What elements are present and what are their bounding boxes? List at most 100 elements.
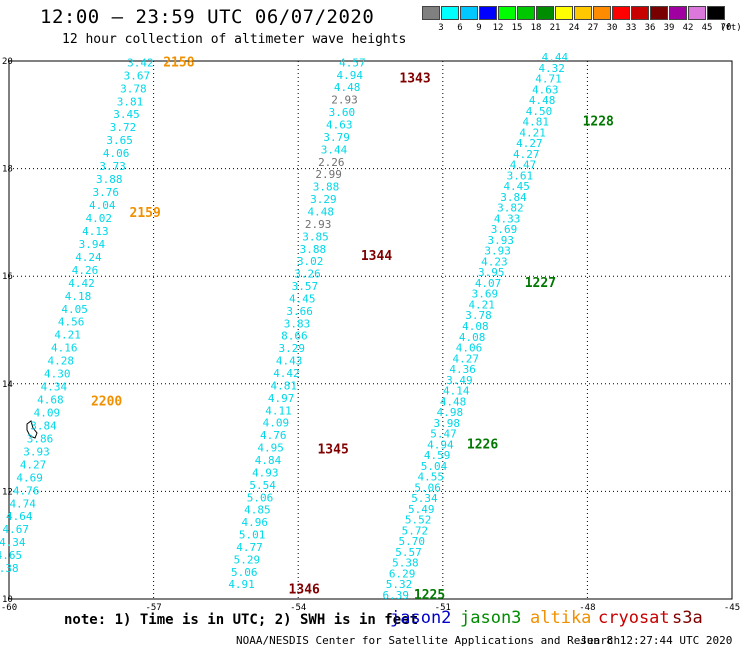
wave-height-value: 3.95 [478,266,505,279]
lat-tick-label: 20 [2,57,13,67]
scale-swatch [593,6,611,20]
wave-height-value: 4.45 [289,292,316,305]
page-subtitle: 12 hour collection of altimeter wave hei… [62,32,407,47]
wave-height-value: 3.81 [117,95,144,108]
wave-height-value: 4.95 [257,442,284,455]
wave-height-value: 4.18 [65,290,92,303]
wave-height-value: 3.94 [79,238,106,251]
scale-label: 18 [530,23,542,33]
wave-height-value: 3.60 [329,106,356,119]
scale-label: 3 [438,23,444,33]
wave-height-value: 4.94 [427,438,454,451]
wave-height-value: 3.88 [300,243,327,256]
wave-height-value: 4.76 [260,429,287,442]
pass-time-label: 2158 [163,55,194,70]
scale-label: 30 [606,23,618,33]
scale-label: 21 [549,23,561,33]
wave-height-value: 4.59 [424,449,451,462]
wave-height-value: 3.67 [124,69,151,82]
scale-swatch [631,6,649,20]
lon-tick-label: -60 [1,603,17,613]
wave-height-value: 4.47 [510,159,537,172]
scale-swatch [479,6,497,20]
scale-swatch [498,6,516,20]
wave-height-value: 3.29 [310,193,337,206]
wave-height-value: 4.48 [334,81,361,94]
legend-jason3: jason3 [460,608,522,628]
legend-s3a: s3a [672,608,703,628]
wave-height-value: 4.81 [523,116,550,129]
wave-height-value: 4.04 [89,199,116,212]
wave-height-value: 4.38 [0,562,19,575]
wave-height-value: 4.85 [244,504,271,517]
wave-height-value: 4.27 [513,148,540,161]
wave-height-value: 4.56 [58,316,85,329]
wave-height-value: 4.27 [453,352,480,365]
wave-height-value: 4.55 [418,471,445,484]
scale-label: 70 [720,23,732,33]
wave-height-value: 4.48 [308,205,335,218]
wave-height-value: 4.44 [542,51,569,64]
wave-height-value: 3.72 [110,121,137,134]
wave-height-value: 3.82 [497,202,524,215]
wave-height-value: 5.52 [405,514,432,527]
wave-height-value: 4.24 [75,251,102,264]
wave-height-value: 4.74 [9,497,36,510]
wave-height-value: 4.45 [503,180,530,193]
grid-lines [9,61,732,599]
wave-height-value: 3.44 [321,143,348,156]
lat-tick-label: 18 [2,165,13,175]
wave-height-value: 3.85 [302,230,329,243]
legend-jason2: jason2 [390,608,452,628]
wave-height-value: 4.14 [443,385,470,398]
legend-cryosat: cryosat [598,608,670,628]
lat-tick-label: 16 [2,272,13,282]
wave-height-value: 3.49 [446,374,473,387]
scale-swatch [707,6,725,20]
lon-tick-label: -48 [579,603,595,613]
wave-height-value: 4.30 [44,368,71,381]
wave-height-value: 4.93 [252,466,279,479]
scale-label: 36 [644,23,656,33]
wave-height-value: 3.83 [284,317,311,330]
wave-height-value: 4.06 [103,147,130,160]
wave-height-value: 3.45 [113,108,140,121]
wave-height-value: 5.70 [398,535,425,548]
wave-height-value: 3.65 [106,134,133,147]
pass-time-label: 2200 [91,394,122,409]
wave-height-value: 4.21 [468,298,495,311]
wave-height-value: 4.36 [449,363,476,376]
wave-height-value: 4.07 [475,277,502,290]
wave-height-value: 4.76 [13,484,40,497]
wave-height-value: 4.42 [273,367,300,380]
wave-height-value: 5.04 [421,460,448,473]
map-frame [8,60,733,600]
scale-label: 45 [701,23,713,33]
wave-height-value: 5.57 [395,546,422,559]
pass-time-label: 1227 [525,276,556,291]
wave-height-value: 4.77 [236,541,263,554]
wave-height-value: 3.57 [292,280,319,293]
wave-height-value: 8.66 [281,330,308,343]
wave-height-value: 5.32 [386,578,413,591]
wave-height-value: 6.39 [383,589,410,602]
wave-height-value: 4.32 [538,62,565,75]
generated-timestamp: Jun 8 12:27:44 UTC 2020 [580,634,733,647]
axis-labels: -60 -57 -54 -51 -48 -45 20 18 16 14 12 10 [1,57,740,613]
wave-height-value: 4.69 [16,471,43,484]
wave-height-value: 3.78 [120,82,147,95]
credit-footer: NOAA/NESDIS Center for Satellite Applica… [236,634,621,647]
wave-height-value: 3.66 [286,305,313,318]
lon-tick-label: -45 [724,603,740,613]
wave-height-value: 5.54 [249,479,276,492]
wave-height-value: 3.73 [99,160,126,173]
lon-tick-label: -54 [290,603,306,613]
wave-height-value: 4.65 [0,549,22,562]
wave-height-value: 3.69 [491,223,518,236]
wave-height-value: 3.02 [297,255,324,268]
scale-swatch [669,6,687,20]
wave-height-value: 3.86 [27,432,54,445]
wave-height-value: 3.93 [488,234,515,247]
pass-time-label: 1346 [289,583,320,598]
